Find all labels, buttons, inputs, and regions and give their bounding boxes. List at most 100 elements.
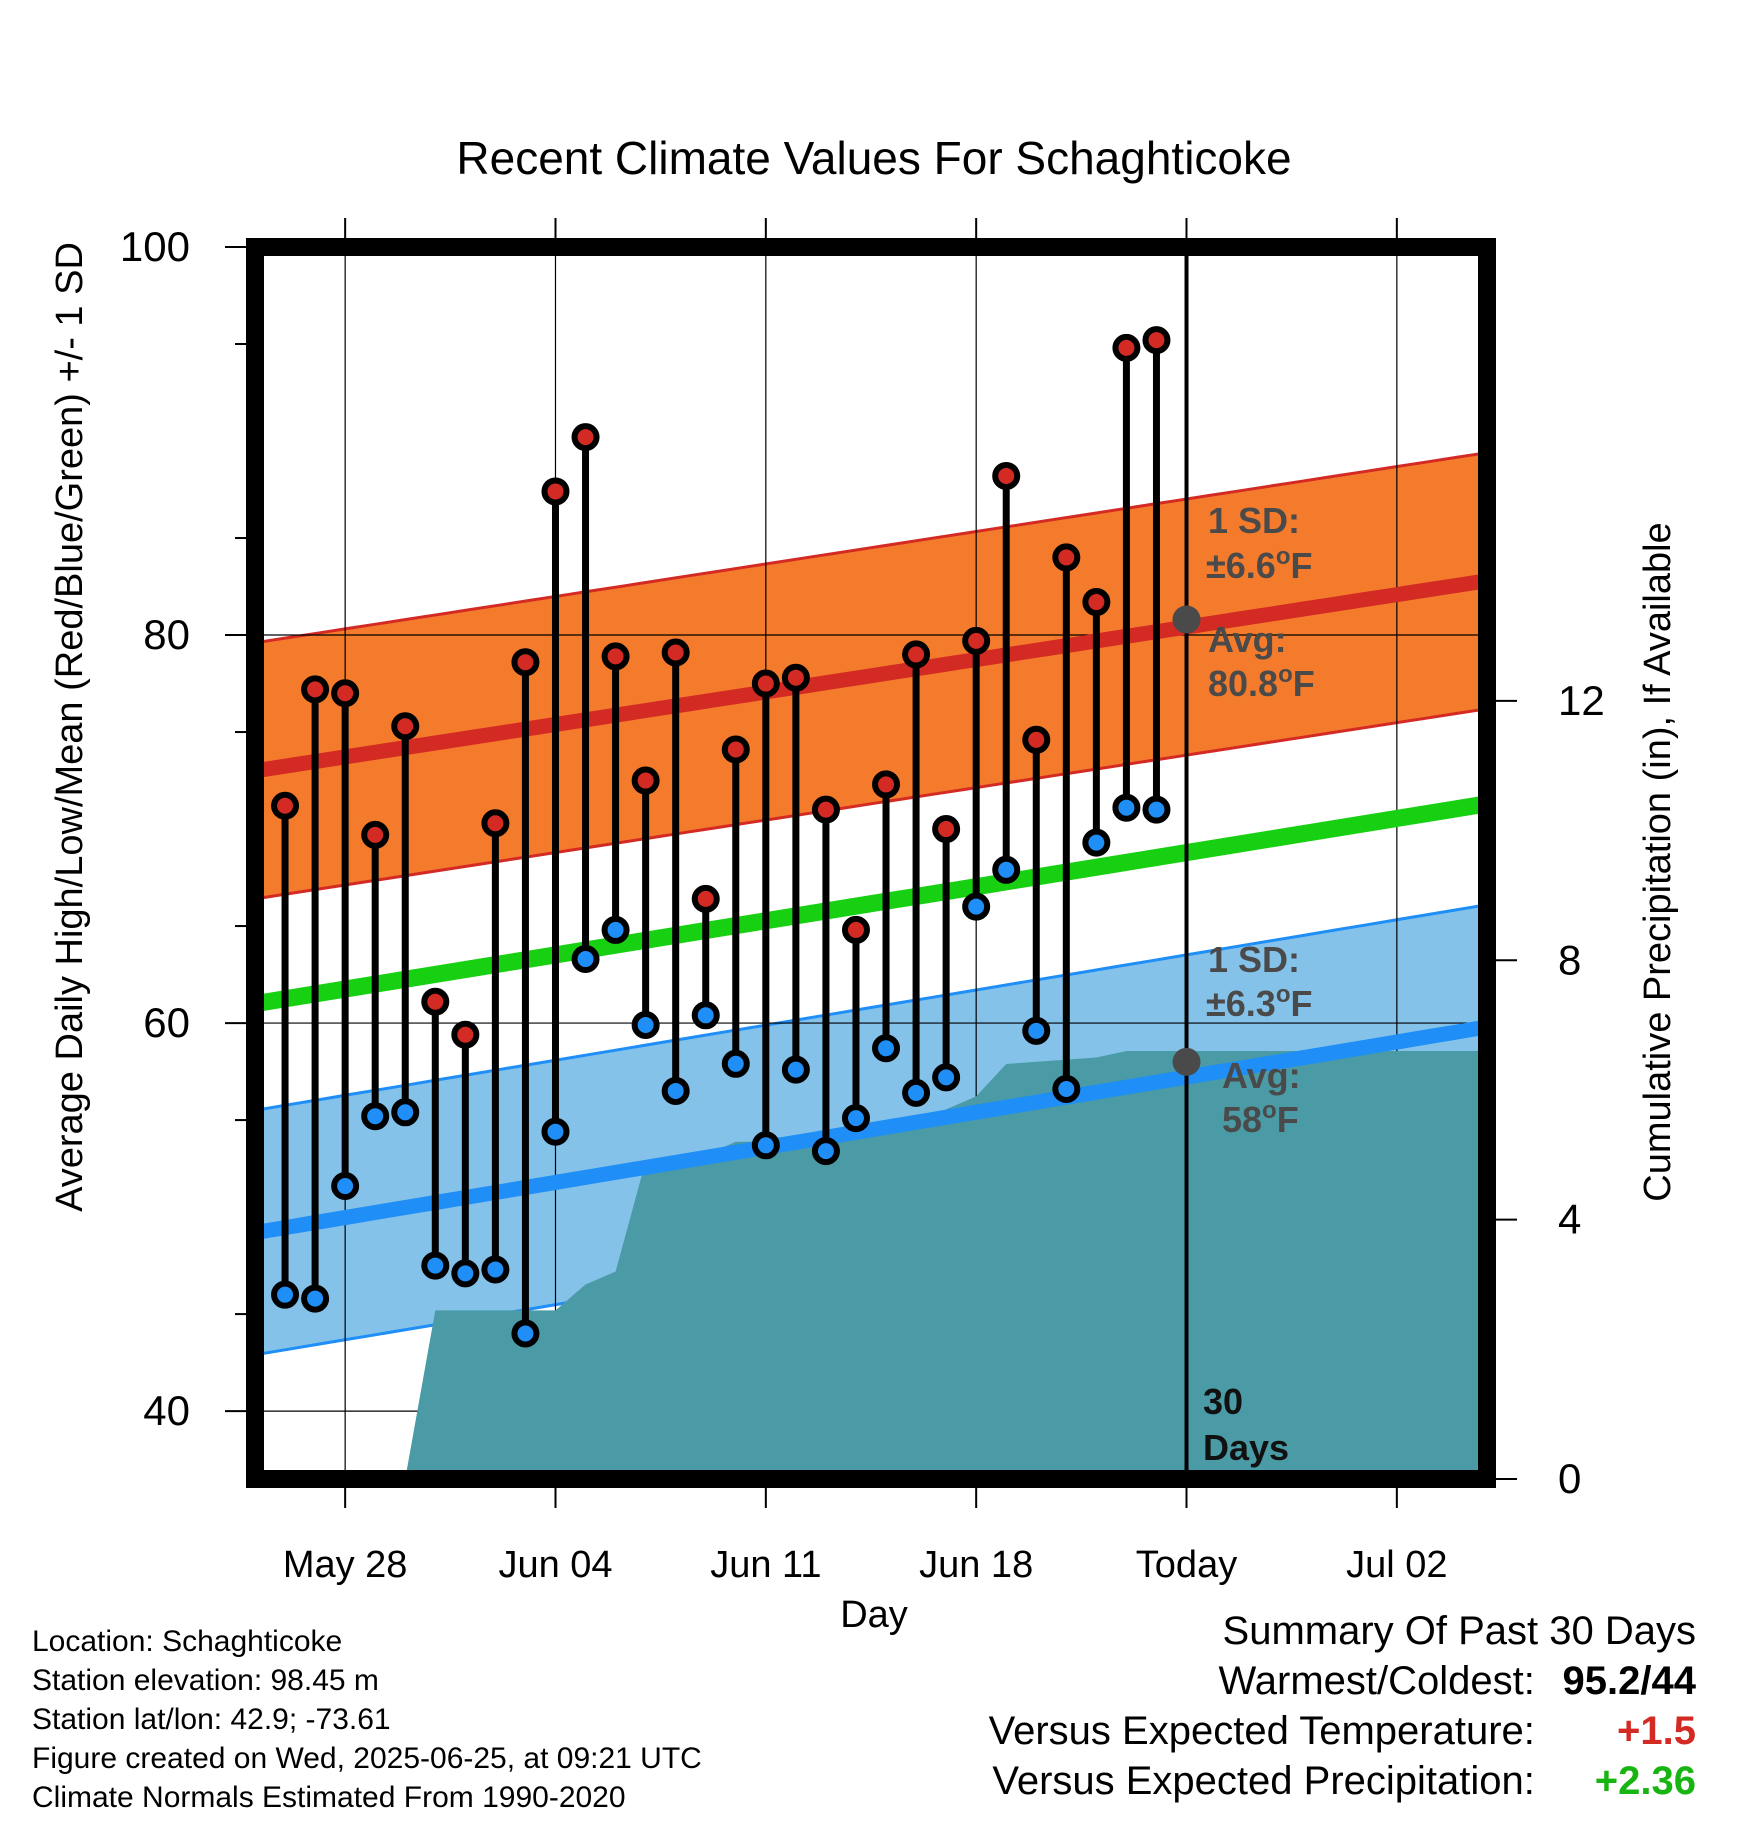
created-text: Figure created on Wed, 2025-06-25, at 09… — [32, 1742, 702, 1775]
chart-title: Recent Climate Values For Schaghticoke — [456, 132, 1291, 184]
daily-high-point — [481, 809, 510, 838]
daily-high-point — [571, 423, 600, 452]
daily-low-point — [932, 1063, 961, 1092]
normal-high-line — [253, 573, 1489, 779]
temp-label: Versus Expected Temperature: — [988, 1709, 1535, 1753]
high-avg-label: Avg: — [1208, 619, 1287, 660]
daily-low-point — [721, 1049, 750, 1078]
daily-high-point — [361, 820, 390, 849]
precip-label: Versus Expected Precipitation: — [992, 1759, 1535, 1803]
daily-low-point — [391, 1098, 420, 1127]
daily-low-point — [481, 1255, 510, 1284]
daily-high-point — [421, 987, 450, 1016]
daily-high-point — [271, 791, 300, 820]
daily-low-point — [601, 915, 630, 944]
station-info: Location: Schaghticoke Station elevation… — [32, 1622, 852, 1817]
daily-low-point — [691, 1001, 720, 1030]
daily-high-point — [811, 795, 840, 824]
daily-high-point — [601, 642, 630, 671]
daily-low-point — [1112, 793, 1141, 822]
daily-high-point — [902, 640, 931, 669]
daily-low-point — [992, 855, 1021, 884]
precip-area — [405, 1051, 1488, 1479]
daily-low-point — [872, 1034, 901, 1063]
daily-high-point — [661, 638, 690, 667]
precip-row: Versus Expected Precipitation: +2.36 — [796, 1756, 1696, 1806]
y-axis-label: Average Daily High/Low/Mean (Red/Blue/Gr… — [49, 242, 91, 1212]
y2-axis-label: Cumulative Precipitation (in), If Availa… — [1637, 522, 1679, 1201]
days-label-word: Days — [1203, 1427, 1289, 1468]
daily-low-point — [781, 1055, 810, 1084]
low-avg-value: 58oF — [1222, 1097, 1299, 1140]
low-sd-value: ±6.3oF — [1206, 981, 1312, 1024]
daily-low-point — [271, 1280, 300, 1309]
daily-high-point — [841, 915, 870, 944]
normals-text: Climate Normals Estimated From 1990-2020 — [32, 1781, 626, 1814]
daily-low-point — [751, 1131, 780, 1160]
y-tick-label: 80 — [143, 611, 190, 658]
daily-low-point — [841, 1104, 870, 1133]
daily-low-point — [301, 1284, 330, 1313]
daily-low-point — [331, 1172, 360, 1201]
daily-low-point — [1022, 1016, 1051, 1045]
daily-high-point — [631, 766, 660, 795]
low-sd-upper-edge — [254, 903, 1488, 1112]
x-tick-label: May 28 — [283, 1544, 408, 1586]
daily-high-point — [331, 679, 360, 708]
high-sd-lower-edge — [254, 707, 1488, 901]
x-tick-label: Jun 04 — [498, 1544, 612, 1586]
normal-mean-line — [253, 795, 1489, 1013]
daily-high-point — [691, 884, 720, 913]
daily-low-point — [511, 1319, 540, 1348]
daily-high-point — [541, 477, 570, 506]
daily-low-point — [361, 1102, 390, 1131]
x-tick-label: Jun 18 — [919, 1544, 1033, 1586]
x-tick-label: Today — [1136, 1544, 1237, 1586]
low-sd-label: 1 SD: — [1208, 939, 1300, 980]
daily-high-point — [872, 770, 901, 799]
daily-high-point — [1082, 588, 1111, 617]
y2-tick-label: 8 — [1558, 936, 1581, 983]
x-tick-label: Jun 11 — [710, 1544, 821, 1586]
daily-low-point — [811, 1137, 840, 1166]
today-high-avg-dot — [1172, 605, 1201, 634]
high-avg-value: 80.8oF — [1208, 661, 1315, 704]
latlon-text: Station lat/lon: 42.9; -73.61 — [32, 1703, 391, 1736]
y-tick-label: 60 — [143, 999, 190, 1046]
daily-high-point — [932, 815, 961, 844]
daily-low-point — [451, 1259, 480, 1288]
location-text: Location: Schaghticoke — [32, 1625, 343, 1658]
daily-low-point — [1052, 1075, 1081, 1104]
daily-high-point — [391, 712, 420, 741]
high-sd-label: 1 SD: — [1208, 500, 1300, 541]
summary-panel: Summary Of Past 30 Days Warmest/Coldest:… — [796, 1606, 1696, 1806]
daily-low-point — [1142, 795, 1171, 824]
y-tick-label: 40 — [143, 1387, 190, 1434]
daily-high-point — [301, 675, 330, 704]
elevation-text: Station elevation: 98.45 m — [32, 1664, 379, 1697]
normal-low-line — [253, 1019, 1489, 1240]
climate-chart: Recent Climate Values For Schaghticoke 1… — [49, 132, 1679, 1636]
daily-high-point — [992, 461, 1021, 490]
y-tick-label: 100 — [120, 223, 190, 270]
warmest-label: Warmest/Coldest: — [1218, 1659, 1535, 1703]
y2-tick-label: 0 — [1558, 1455, 1581, 1502]
daily-high-point — [1052, 543, 1081, 572]
temp-value: +1.5 — [1617, 1709, 1696, 1753]
daily-high-point — [511, 648, 540, 677]
daily-high-point — [962, 626, 991, 655]
warmest-row: Warmest/Coldest: 95.2/44 — [796, 1656, 1697, 1706]
y2-tick-label: 4 — [1558, 1196, 1581, 1243]
days-label-number: 30 — [1203, 1381, 1243, 1422]
daily-high-point — [451, 1020, 480, 1049]
daily-low-point — [1082, 828, 1111, 857]
daily-high-point — [781, 663, 810, 692]
summary-title: Summary Of Past 30 Days — [1222, 1609, 1696, 1653]
daily-high-point — [1022, 725, 1051, 754]
daily-low-point — [631, 1011, 660, 1040]
daily-high-point — [1112, 333, 1141, 362]
x-tick-label: Jul 02 — [1346, 1544, 1447, 1586]
high-sd-upper-edge — [254, 451, 1488, 645]
daily-high-point — [751, 669, 780, 698]
daily-high-point — [1142, 326, 1171, 355]
